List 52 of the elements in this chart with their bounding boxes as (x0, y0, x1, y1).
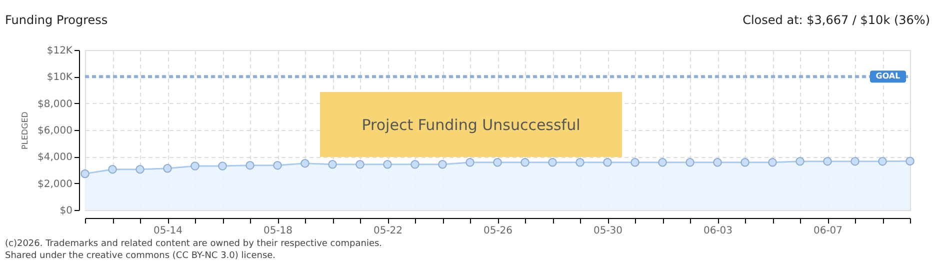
x-tick-label: 05-14 (153, 226, 183, 236)
point (466, 158, 474, 167)
y-axis-title: PLEDGED (20, 112, 30, 150)
point (713, 158, 722, 167)
point (576, 158, 584, 167)
point (520, 158, 530, 167)
point (796, 156, 804, 166)
point (328, 160, 337, 169)
point (246, 160, 254, 170)
point (218, 162, 227, 170)
x-tick-label: 05-30 (593, 226, 623, 236)
point (190, 162, 200, 170)
x-tick-label: 06-03 (703, 226, 733, 236)
annotation: Project Funding Unsuccessful (362, 116, 580, 134)
text: (c)2026. Trademarks and related content are owned by their respective companies. (5, 239, 382, 249)
x-tick-label: 05-26 (483, 226, 513, 236)
point (740, 158, 750, 167)
point (300, 158, 310, 168)
y-tick-label: $0 (60, 206, 72, 216)
point (108, 164, 117, 174)
y-tick-label: $10K (46, 72, 73, 84)
point (850, 156, 860, 166)
point (823, 156, 832, 166)
point (603, 158, 612, 167)
text: Shared under the creative commons (CC BY-NC 3.0) license. (5, 251, 276, 261)
point (548, 158, 557, 167)
point (493, 158, 502, 167)
point (356, 160, 364, 169)
y-tick-label: $8,000 (38, 98, 72, 110)
chart-title: Funding Progress (5, 13, 108, 27)
point (438, 160, 447, 169)
point (906, 156, 914, 166)
x-tick-label: 05-18 (263, 226, 293, 236)
chart-subtitle: Closed at: $3,667 / $10k (36%) (742, 13, 930, 27)
x-tick-label: 06-07 (813, 226, 843, 236)
y-tick-label: $2,000 (38, 178, 72, 190)
x-tick-label: 05-22 (373, 226, 403, 236)
point (686, 158, 694, 167)
point (383, 160, 392, 169)
point (80, 169, 90, 178)
point (658, 158, 667, 167)
point (630, 158, 640, 167)
point (878, 156, 887, 166)
y-tick-label: $12K (46, 46, 73, 56)
ref-line-label: GOAL (876, 72, 900, 81)
point (273, 160, 282, 170)
point (410, 160, 420, 169)
y-tick-label: $4,000 (38, 152, 72, 164)
point (768, 158, 777, 167)
y-tick-label: $6,000 (38, 126, 72, 136)
point (163, 164, 172, 173)
point (136, 164, 144, 174)
